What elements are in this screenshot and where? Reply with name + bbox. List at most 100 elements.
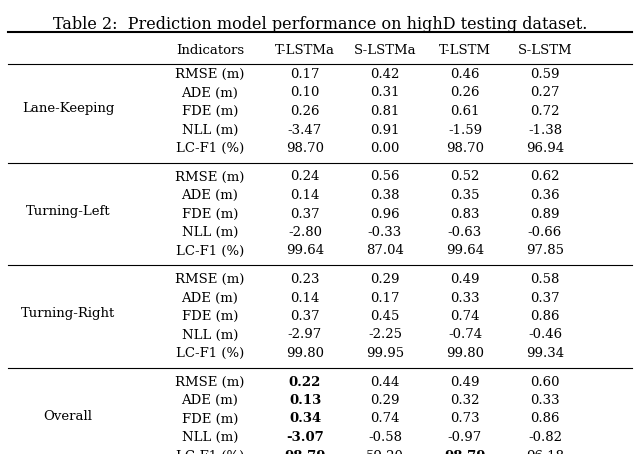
Text: T-LSTMa: T-LSTMa [275,44,335,57]
Text: ADE (m): ADE (m) [182,189,239,202]
Text: Indicators: Indicators [176,44,244,57]
Text: 0.46: 0.46 [451,68,480,81]
Text: 99.80: 99.80 [446,347,484,360]
Text: -0.97: -0.97 [448,431,482,444]
Text: -1.38: -1.38 [528,123,562,137]
Text: 97.85: 97.85 [526,245,564,257]
Text: 0.91: 0.91 [371,123,400,137]
Text: 0.72: 0.72 [531,105,560,118]
Text: 0.31: 0.31 [371,87,400,99]
Text: 0.58: 0.58 [531,273,560,286]
Text: 99.34: 99.34 [526,347,564,360]
Text: ADE (m): ADE (m) [182,394,239,407]
Text: 0.74: 0.74 [371,413,400,425]
Text: S-LSTMa: S-LSTMa [354,44,416,57]
Text: 0.14: 0.14 [291,189,320,202]
Text: 0.34: 0.34 [289,413,321,425]
Text: 0.74: 0.74 [451,310,480,323]
Text: 98.79: 98.79 [444,449,486,454]
Text: 0.17: 0.17 [371,291,400,305]
Text: 99.64: 99.64 [286,245,324,257]
Text: NLL (m): NLL (m) [182,226,238,239]
Text: RMSE (m): RMSE (m) [175,68,244,81]
Text: 0.24: 0.24 [291,171,320,183]
Text: LC-F1 (%): LC-F1 (%) [176,245,244,257]
Text: 0.22: 0.22 [289,375,321,389]
Text: 0.89: 0.89 [531,207,560,221]
Text: FDE (m): FDE (m) [182,413,238,425]
Text: -2.25: -2.25 [368,329,402,341]
Text: 0.26: 0.26 [451,87,480,99]
Text: -0.46: -0.46 [528,329,562,341]
Text: 0.17: 0.17 [291,68,320,81]
Text: -0.58: -0.58 [368,431,402,444]
Text: Overall: Overall [44,410,93,423]
Text: 0.44: 0.44 [371,375,400,389]
Text: 0.33: 0.33 [530,394,560,407]
Text: -2.80: -2.80 [288,226,322,239]
Text: Turning-Right: Turning-Right [21,307,115,320]
Text: 0.83: 0.83 [451,207,480,221]
Text: 0.38: 0.38 [371,189,400,202]
Text: 0.61: 0.61 [451,105,480,118]
Text: 0.52: 0.52 [451,171,480,183]
Text: NLL (m): NLL (m) [182,123,238,137]
Text: 0.37: 0.37 [530,291,560,305]
Text: -2.97: -2.97 [288,329,322,341]
Text: 96.18: 96.18 [526,449,564,454]
Text: 87.04: 87.04 [366,245,404,257]
Text: LC-F1 (%): LC-F1 (%) [176,142,244,155]
Text: 0.32: 0.32 [451,394,480,407]
Text: FDE (m): FDE (m) [182,310,238,323]
Text: 0.29: 0.29 [371,394,400,407]
Text: FDE (m): FDE (m) [182,207,238,221]
Text: 0.59: 0.59 [531,68,560,81]
Text: 98.70: 98.70 [286,142,324,155]
Text: 96.94: 96.94 [526,142,564,155]
Text: RMSE (m): RMSE (m) [175,171,244,183]
Text: 0.37: 0.37 [290,310,320,323]
Text: 98.79: 98.79 [284,449,326,454]
Text: -0.33: -0.33 [368,226,402,239]
Text: 0.23: 0.23 [291,273,320,286]
Text: 0.14: 0.14 [291,291,320,305]
Text: ADE (m): ADE (m) [182,291,239,305]
Text: S-LSTM: S-LSTM [518,44,572,57]
Text: Table 2:  Prediction model performance on highD testing dataset.: Table 2: Prediction model performance on… [53,16,587,33]
Text: 99.95: 99.95 [366,347,404,360]
Text: 0.86: 0.86 [531,310,560,323]
Text: 99.64: 99.64 [446,245,484,257]
Text: 0.33: 0.33 [450,291,480,305]
Text: 0.86: 0.86 [531,413,560,425]
Text: -3.07: -3.07 [286,431,324,444]
Text: 0.96: 0.96 [370,207,400,221]
Text: 98.70: 98.70 [446,142,484,155]
Text: -1.59: -1.59 [448,123,482,137]
Text: Turning-Left: Turning-Left [26,205,110,218]
Text: 0.29: 0.29 [371,273,400,286]
Text: 0.62: 0.62 [531,171,560,183]
Text: 0.35: 0.35 [451,189,480,202]
Text: FDE (m): FDE (m) [182,105,238,118]
Text: 0.56: 0.56 [371,171,400,183]
Text: 0.10: 0.10 [291,87,320,99]
Text: 0.36: 0.36 [530,189,560,202]
Text: -3.47: -3.47 [288,123,322,137]
Text: 0.81: 0.81 [371,105,400,118]
Text: -0.63: -0.63 [448,226,482,239]
Text: 0.26: 0.26 [291,105,320,118]
Text: 99.80: 99.80 [286,347,324,360]
Text: RMSE (m): RMSE (m) [175,375,244,389]
Text: LC-F1 (%): LC-F1 (%) [176,347,244,360]
Text: NLL (m): NLL (m) [182,329,238,341]
Text: -0.82: -0.82 [528,431,562,444]
Text: 0.49: 0.49 [451,375,480,389]
Text: 0.60: 0.60 [531,375,560,389]
Text: 0.13: 0.13 [289,394,321,407]
Text: 59.20: 59.20 [366,449,404,454]
Text: NLL (m): NLL (m) [182,431,238,444]
Text: 0.00: 0.00 [371,142,400,155]
Text: 0.49: 0.49 [451,273,480,286]
Text: RMSE (m): RMSE (m) [175,273,244,286]
Text: -0.74: -0.74 [448,329,482,341]
